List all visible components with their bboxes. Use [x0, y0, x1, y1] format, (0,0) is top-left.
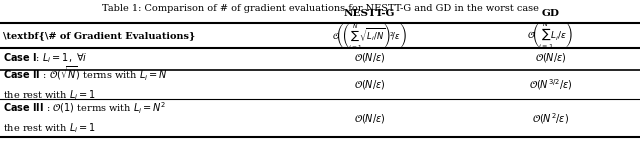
Text: NESTT-G: NESTT-G [344, 9, 396, 18]
Text: $\mathbf{Case\ I}$: $L_i = 1,\ \forall i$: $\mathbf{Case\ I}$: $L_i = 1,\ \forall i… [3, 51, 88, 65]
Text: $\mathcal{O}(N/\epsilon)$: $\mathcal{O}(N/\epsilon)$ [534, 51, 566, 64]
Text: \textbf{\# of Gradient Evaluations}: \textbf{\# of Gradient Evaluations} [3, 31, 195, 40]
Text: $\mathcal{O}\!\left(\sum_{i=1}^{N}\!L_i/\epsilon\right)$: $\mathcal{O}\!\left(\sum_{i=1}^{N}\!L_i/… [527, 20, 573, 51]
Text: Table 1: Comparison of # of gradient evaluations for NESTT-G and GD in the worst: Table 1: Comparison of # of gradient eva… [102, 4, 538, 13]
Text: $\mathcal{O}(N/\epsilon)$: $\mathcal{O}(N/\epsilon)$ [354, 78, 385, 91]
Text: $\mathcal{O}(N^2/\epsilon)$: $\mathcal{O}(N^2/\epsilon)$ [532, 111, 569, 125]
Text: $\mathbf{Case\ III}$ : $\mathcal{O}(1)$ terms with $L_i = N^2$: $\mathbf{Case\ III}$ : $\mathcal{O}(1)$ … [3, 100, 166, 115]
Text: the rest with $L_i = 1$: the rest with $L_i = 1$ [3, 88, 97, 102]
Text: $\mathcal{O}(N/\epsilon)$: $\mathcal{O}(N/\epsilon)$ [354, 112, 385, 125]
Text: the rest with $L_i = 1$: the rest with $L_i = 1$ [3, 122, 97, 135]
Text: $\mathcal{O}\!\left(\!\left(\sum_{i=1}^{N}\!\sqrt{L_i/N}\right)^{\!2}\!/\epsilon: $\mathcal{O}\!\left(\!\left(\sum_{i=1}^{… [332, 21, 407, 51]
Text: $\mathcal{O}(N^{3/2}/\epsilon)$: $\mathcal{O}(N^{3/2}/\epsilon)$ [529, 77, 572, 92]
Text: $\mathbf{Case\ II}$ : $\mathcal{O}(\sqrt{N})$ terms with $L_i = N$: $\mathbf{Case\ II}$ : $\mathcal{O}(\sqrt… [3, 64, 168, 83]
Text: GD: GD [541, 9, 559, 18]
Text: $\mathcal{O}(N/\epsilon)$: $\mathcal{O}(N/\epsilon)$ [354, 51, 385, 64]
